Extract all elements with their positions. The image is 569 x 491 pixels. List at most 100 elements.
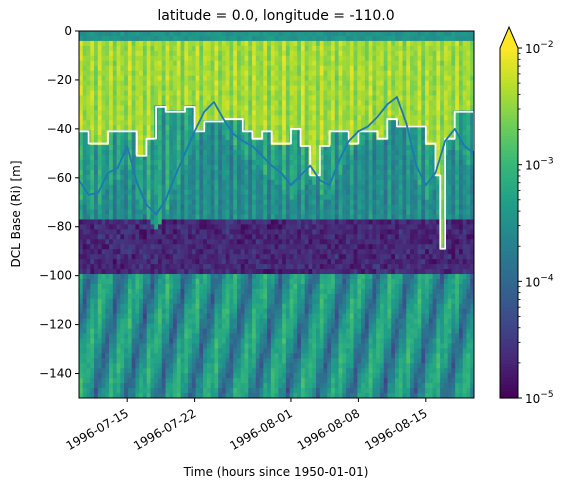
heatmap-cell	[252, 224, 257, 230]
heatmap-cell	[274, 115, 279, 121]
heatmap-cell	[285, 224, 291, 230]
heatmap-cell	[199, 244, 204, 250]
heatmap-cell	[255, 244, 261, 250]
heatmap-cell	[319, 85, 325, 92]
heatmap-cell	[267, 150, 272, 156]
heatmap-cell	[206, 368, 212, 374]
heatmap-cell	[297, 298, 302, 305]
heatmap-cell	[173, 328, 178, 335]
heatmap-cell	[285, 150, 291, 156]
heatmap-cell	[237, 293, 242, 300]
heatmap-cell	[300, 318, 306, 325]
heatmap-cell	[274, 100, 279, 106]
heatmap-cell	[282, 179, 287, 186]
heatmap-cell	[233, 169, 238, 176]
heatmap-cell	[244, 199, 249, 206]
heatmap-cell	[142, 35, 148, 42]
heatmap-cell	[135, 31, 140, 37]
heatmap-cell	[312, 368, 317, 374]
heatmap-cell	[184, 95, 189, 102]
heatmap-cell	[82, 90, 88, 97]
heatmap-cell	[203, 70, 208, 77]
heatmap-cell	[79, 90, 84, 97]
heatmap-cell	[206, 224, 212, 230]
heatmap-cell	[263, 353, 268, 359]
heatmap-cell	[150, 55, 155, 62]
heatmap-cell	[267, 35, 272, 42]
heatmap-cell	[131, 333, 137, 340]
heatmap-cell	[221, 393, 227, 398]
heatmap-cell	[188, 343, 193, 350]
heatmap-cell	[225, 110, 231, 116]
heatmap-cell	[135, 65, 140, 72]
heatmap-cell	[255, 204, 261, 211]
heatmap-cell	[165, 308, 170, 315]
heatmap-cell	[319, 145, 325, 151]
heatmap-cell	[323, 164, 328, 171]
heatmap-cell	[180, 278, 185, 285]
heatmap-cell	[127, 199, 133, 206]
heatmap-cell	[293, 115, 298, 121]
heatmap-cell	[206, 209, 212, 216]
heatmap-cell	[263, 249, 268, 255]
heatmap-cell	[180, 388, 185, 394]
heatmap-cell	[158, 338, 163, 345]
heatmap-cell	[188, 224, 193, 230]
heatmap-cell	[233, 125, 238, 131]
heatmap-cell	[188, 169, 193, 176]
heatmap-cell	[233, 318, 238, 325]
heatmap-cell	[225, 269, 231, 275]
heatmap-cell	[300, 229, 306, 235]
heatmap-cell	[233, 145, 238, 151]
heatmap-cell	[150, 293, 155, 300]
heatmap-cell	[248, 80, 253, 87]
heatmap-cell	[176, 393, 182, 398]
heatmap-cell	[86, 343, 91, 350]
heatmap-cell	[105, 31, 110, 37]
heatmap-cell	[274, 75, 279, 82]
heatmap-cell	[146, 264, 152, 270]
heatmap-cell	[316, 45, 321, 52]
heatmap-cell	[308, 378, 313, 384]
heatmap-cell	[86, 234, 91, 240]
heatmap-cell	[199, 323, 204, 330]
heatmap-cell	[82, 214, 88, 221]
heatmap-cell	[101, 368, 106, 374]
heatmap-cell	[97, 393, 103, 398]
heatmap-cell	[180, 318, 185, 325]
heatmap-cell	[158, 308, 163, 315]
heatmap-cell	[316, 328, 321, 335]
heatmap-cell	[248, 169, 253, 176]
heatmap-cell	[176, 378, 182, 384]
heatmap-cell	[146, 234, 152, 240]
heatmap-cell	[176, 363, 182, 369]
heatmap-cell	[180, 368, 185, 374]
heatmap-cell	[300, 348, 306, 354]
heatmap-cell	[195, 393, 200, 398]
heatmap-cell	[274, 333, 279, 340]
heatmap-cell	[221, 194, 227, 201]
heatmap-cell	[112, 75, 118, 82]
heatmap-cell	[210, 110, 216, 116]
heatmap-cell	[259, 110, 264, 116]
heatmap-cell	[278, 164, 283, 171]
heatmap-cell	[274, 105, 279, 111]
heatmap-cell	[285, 135, 291, 141]
heatmap-cell	[225, 179, 231, 186]
heatmap-cell	[97, 269, 103, 275]
heatmap-cell	[233, 368, 238, 374]
heatmap-cell	[195, 264, 200, 270]
heatmap-cell	[244, 60, 249, 67]
heatmap-cell	[112, 383, 118, 389]
heatmap-cell	[300, 298, 306, 305]
heatmap-cell	[297, 278, 302, 285]
heatmap-cell	[82, 100, 88, 106]
heatmap-cell	[274, 55, 279, 62]
heatmap-cell	[135, 229, 140, 235]
heatmap-cell	[274, 169, 279, 176]
heatmap-cell	[263, 40, 268, 47]
heatmap-cell	[184, 383, 189, 389]
heatmap-cell	[199, 373, 204, 379]
heatmap-cell	[297, 293, 302, 300]
heatmap-cell	[282, 80, 287, 87]
